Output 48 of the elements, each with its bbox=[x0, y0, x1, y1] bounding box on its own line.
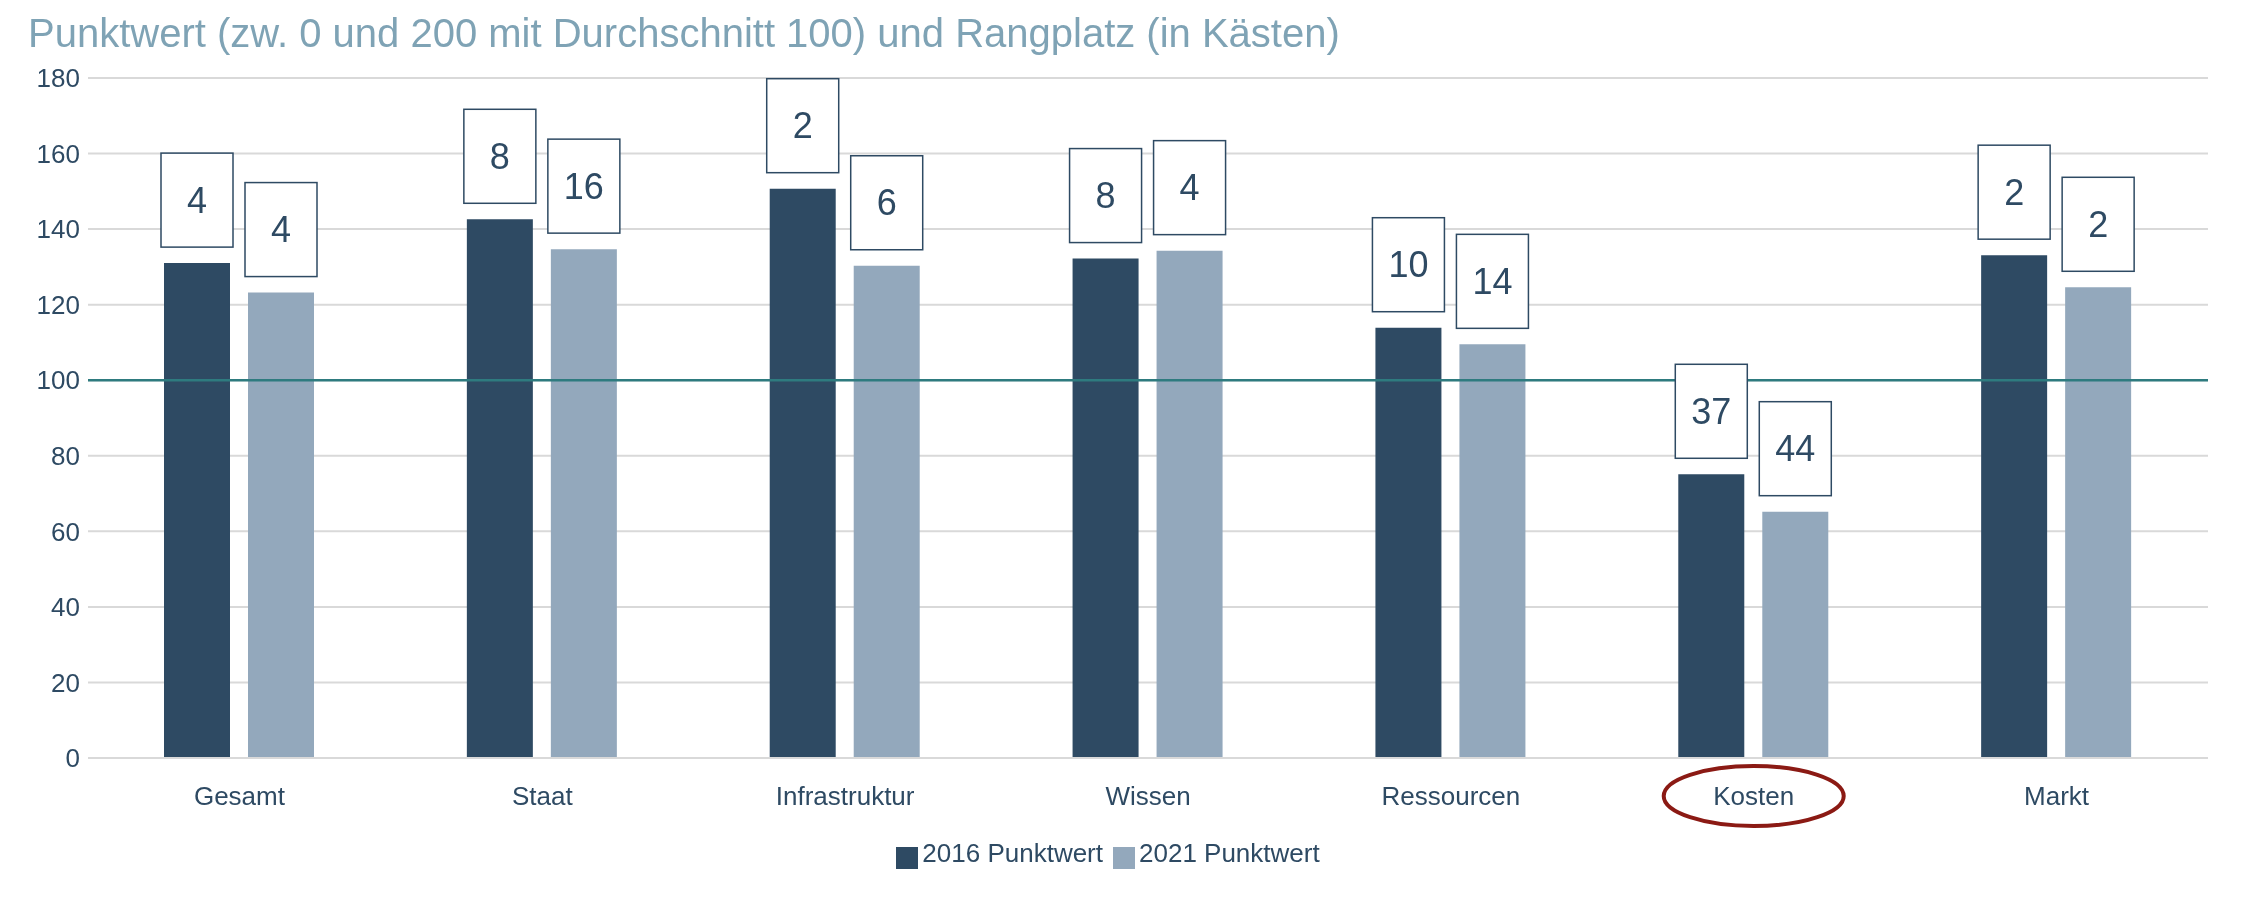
bar bbox=[1072, 258, 1139, 758]
x-tick-label: Markt bbox=[2024, 781, 2090, 811]
legend-label: 2021 Punktwert bbox=[1139, 838, 1320, 868]
annotation: 44 bbox=[1775, 428, 1816, 470]
x-tick-label: Wissen bbox=[1105, 781, 1191, 811]
annotation: 10 bbox=[1388, 244, 1429, 286]
bar bbox=[769, 188, 836, 758]
y-tick-label: 0 bbox=[65, 743, 80, 774]
bar bbox=[1762, 511, 1829, 758]
bar bbox=[1156, 250, 1223, 758]
annotation: 14 bbox=[1472, 260, 1513, 302]
chart-title: Punktwert (zw. 0 und 200 mit Durchschnitt 100) und Rangplatz (in Kästen) bbox=[27, 10, 1341, 57]
legend-label: 2016 Punktwert bbox=[922, 838, 1103, 868]
annotation: 37 bbox=[1691, 390, 1732, 432]
y-tick-label: 60 bbox=[51, 516, 80, 547]
bar bbox=[164, 263, 230, 758]
bar bbox=[2065, 287, 2132, 758]
annotation: 2 bbox=[792, 105, 813, 147]
annotation: 4 bbox=[270, 209, 292, 251]
y-tick-label: 40 bbox=[51, 592, 80, 623]
y-tick-label: 100 bbox=[36, 365, 80, 396]
y-tick-label: 180 bbox=[36, 63, 80, 94]
y-tick-label: 20 bbox=[51, 667, 80, 698]
bar bbox=[853, 265, 920, 758]
x-tick-label: Kosten bbox=[1713, 781, 1795, 811]
annotation: 6 bbox=[876, 182, 897, 224]
annotation: 2 bbox=[2004, 171, 2025, 213]
bar bbox=[1459, 344, 1526, 758]
bar bbox=[550, 249, 617, 758]
y-tick-label: 160 bbox=[36, 138, 80, 169]
x-tick-label: Ressourcen bbox=[1381, 781, 1521, 811]
annotation: 16 bbox=[563, 165, 604, 207]
y-tick-label: 120 bbox=[36, 289, 80, 320]
annotation: 8 bbox=[1095, 175, 1116, 217]
bar bbox=[466, 219, 533, 758]
annotation: 2 bbox=[2088, 203, 2109, 245]
x-tick-label: Infrastruktur bbox=[775, 781, 915, 811]
bar bbox=[1678, 474, 1745, 758]
annotation: 4 bbox=[186, 179, 208, 221]
x-tick-label: Gesamt bbox=[193, 781, 286, 811]
y-tick-label: 140 bbox=[36, 214, 80, 245]
bar bbox=[1981, 255, 2048, 758]
x-tick-label: Staat bbox=[511, 781, 574, 811]
y-tick-label: 80 bbox=[51, 441, 80, 472]
bar bbox=[248, 292, 314, 758]
annotation: 8 bbox=[489, 135, 510, 177]
annotation: 4 bbox=[1179, 167, 1200, 209]
bar bbox=[1375, 327, 1442, 758]
